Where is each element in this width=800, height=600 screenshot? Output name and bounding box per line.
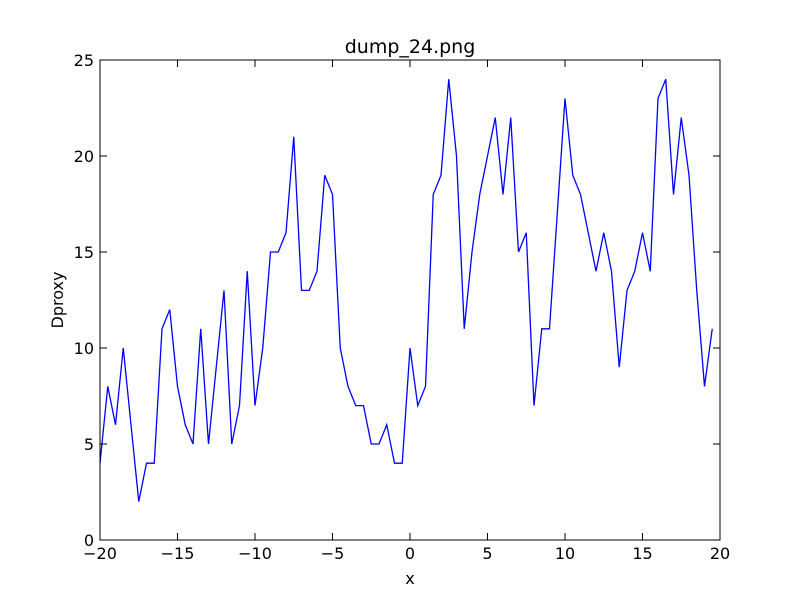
x-tick-label: 15 (632, 544, 652, 563)
chart-title: dump_24.png (345, 36, 476, 58)
x-tick-label: −10 (238, 544, 272, 563)
x-tick-label: 20 (710, 544, 730, 563)
x-tick-label: 5 (482, 544, 492, 563)
x-tick-label: −20 (83, 544, 117, 563)
y-tick-label: 20 (74, 147, 94, 166)
y-tick-label: 10 (74, 339, 94, 358)
plot-area (99, 78, 713, 502)
x-tick-label: −15 (161, 544, 195, 563)
series-line (99, 78, 713, 502)
x-tick-label: 10 (555, 544, 575, 563)
x-tick-label: 0 (405, 544, 415, 563)
y-axis: 0 5 10 15 20 25 (74, 51, 720, 550)
y-tick-label: 15 (74, 243, 94, 262)
x-axis-label: x (405, 569, 414, 588)
y-axis-label: Dproxy (48, 272, 67, 329)
x-axis: −20 −15 −10 −5 0 5 10 15 20 (83, 60, 730, 563)
x-tick-label: −5 (321, 544, 345, 563)
y-tick-label: 5 (84, 435, 94, 454)
y-tick-label: 25 (74, 51, 94, 70)
y-tick-label: 0 (84, 531, 94, 550)
